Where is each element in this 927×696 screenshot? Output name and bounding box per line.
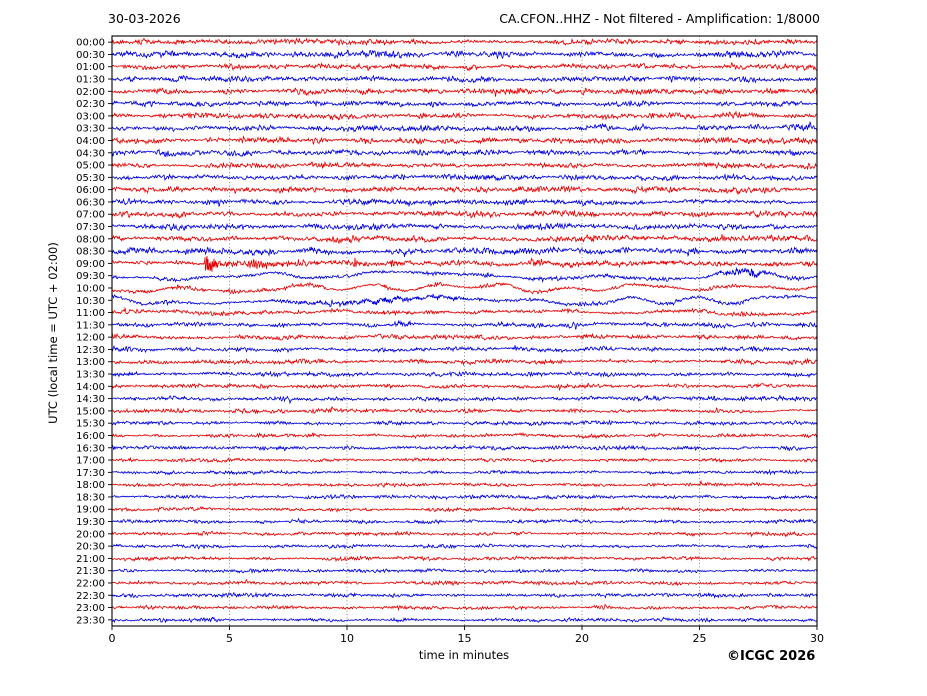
seismic-trace-11:00	[112, 306, 817, 318]
time-tick-label: 09:30	[76, 271, 105, 282]
time-tick-label: 02:30	[76, 99, 105, 110]
x-tick-label: 0	[109, 632, 116, 645]
seismic-trace-13:00	[112, 358, 817, 367]
time-tick-label: 07:30	[76, 222, 105, 233]
seismic-trace-01:30	[112, 74, 817, 84]
seismic-trace-04:00	[112, 135, 817, 146]
time-tick-label: 16:00	[76, 431, 105, 442]
seismic-trace-15:30	[112, 419, 817, 427]
seismic-trace-20:00	[112, 530, 817, 538]
seismic-trace-19:30	[112, 517, 817, 525]
seismic-trace-21:00	[112, 555, 817, 562]
time-tick-label: 07:00	[76, 210, 105, 221]
seismic-trace-23:30	[112, 616, 817, 624]
time-tick-label: 18:00	[76, 480, 105, 491]
time-tick-label: 14:30	[76, 394, 105, 405]
plot-title: CA.CFON..HHZ - Not filtered - Amplificat…	[499, 11, 820, 26]
time-tick-label: 13:00	[76, 357, 105, 368]
seismic-trace-23:00	[112, 604, 817, 612]
time-tick-label: 02:00	[76, 87, 105, 98]
time-tick-label: 23:30	[76, 615, 105, 626]
time-tick-label: 10:00	[76, 283, 105, 294]
seismic-trace-14:30	[112, 394, 817, 405]
time-tick-label: 05:00	[76, 161, 105, 172]
time-tick-label: 03:30	[76, 124, 105, 135]
time-tick-label: 20:00	[76, 529, 105, 540]
time-tick-label: 14:00	[76, 382, 105, 393]
x-tick-label: 30	[810, 632, 824, 645]
time-tick-label: 04:00	[76, 136, 105, 147]
time-tick-label: 01:00	[76, 62, 105, 73]
time-tick-label: 16:30	[76, 443, 105, 454]
time-tick-label: 12:30	[76, 345, 105, 356]
time-tick-label: 21:30	[76, 566, 105, 577]
time-tick-label: 06:30	[76, 197, 105, 208]
x-axis-label: time in minutes	[418, 648, 510, 662]
time-tick-label: 17:30	[76, 468, 105, 479]
time-tick-label: 21:00	[76, 554, 105, 565]
seismic-trace-06:30	[112, 197, 817, 208]
time-tick-label: 22:00	[76, 578, 105, 589]
time-tick-label: 03:00	[76, 111, 105, 122]
plot-frame	[111, 35, 818, 627]
time-tick-label: 00:00	[76, 38, 105, 49]
seismic-trace-03:00	[112, 110, 817, 121]
x-tick-label: 20	[575, 632, 589, 645]
time-tick-label: 08:30	[76, 247, 105, 258]
time-tick-label: 19:30	[76, 517, 105, 528]
x-tick-label: 15	[458, 632, 472, 645]
time-tick-label: 15:30	[76, 419, 105, 430]
time-tick-label: 10:30	[76, 296, 105, 307]
seismic-trace-09:00	[112, 255, 817, 272]
seismic-trace-08:30	[112, 246, 817, 257]
time-tick-label: 08:00	[76, 234, 105, 245]
time-tick-label: 11:00	[76, 308, 105, 319]
time-tick-label: 19:00	[76, 505, 105, 516]
x-tick-label: 10	[340, 632, 354, 645]
time-tick-label: 09:00	[76, 259, 105, 270]
trace-area	[112, 37, 817, 624]
time-tick-label: 23:00	[76, 603, 105, 614]
time-tick-label: 13:30	[76, 370, 105, 381]
time-tick-label: 00:30	[76, 50, 105, 61]
seismic-trace-17:30	[112, 468, 817, 476]
time-tick-label: 17:00	[76, 456, 105, 467]
seismic-trace-15:00	[112, 406, 817, 415]
seismic-trace-02:00	[112, 87, 817, 97]
copyright-label: ©ICGC 2026	[727, 649, 816, 664]
x-tick-label: 5	[226, 632, 233, 645]
seismic-trace-05:30	[112, 172, 817, 183]
plot-date: 30-03-2026	[108, 11, 181, 26]
seismic-trace-12:30	[112, 345, 817, 354]
seismic-trace-02:30	[112, 99, 817, 108]
seismic-trace-03:30	[112, 121, 817, 133]
time-tick-label: 01:30	[76, 75, 105, 86]
time-tick-label: 05:30	[76, 173, 105, 184]
time-tick-label: 20:30	[76, 542, 105, 553]
seismic-trace-18:30	[112, 493, 817, 501]
seismic-trace-16:00	[112, 432, 817, 440]
seismic-trace-10:00	[112, 281, 817, 295]
time-tick-label: 22:30	[76, 591, 105, 602]
time-tick-label: 06:00	[76, 185, 105, 196]
time-tick-label: 11:30	[76, 320, 105, 331]
time-tick-label: 04:30	[76, 148, 105, 159]
time-tick-label: 18:30	[76, 492, 105, 503]
seismic-trace-07:30	[112, 222, 817, 232]
seismic-trace-08:00	[112, 234, 817, 245]
time-tick-label: 15:00	[76, 406, 105, 417]
time-tick-label: 12:00	[76, 333, 105, 344]
x-tick-label: 25	[693, 632, 707, 645]
seismic-trace-22:30	[112, 591, 817, 599]
